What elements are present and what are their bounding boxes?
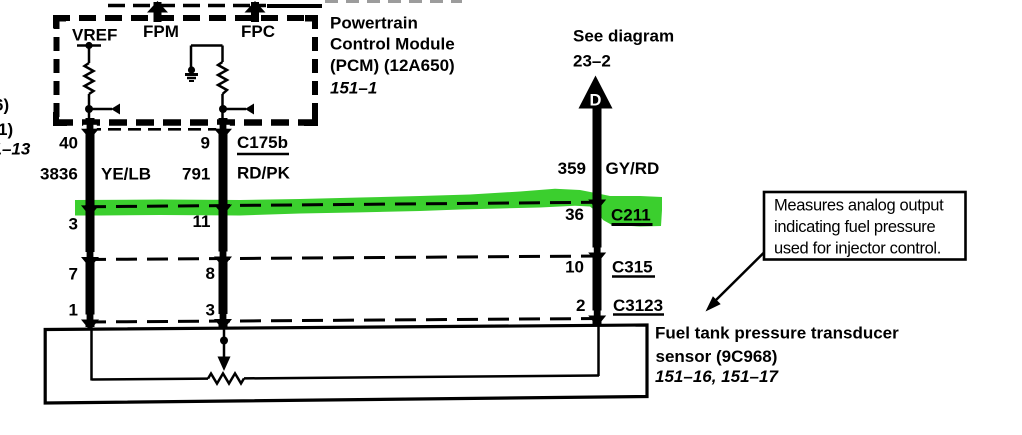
svg-text:40: 40	[59, 134, 78, 153]
svg-text:C211: C211	[611, 206, 651, 225]
svg-text:1): 1)	[0, 120, 13, 139]
svg-text:See diagram: See diagram	[573, 27, 674, 46]
svg-text:Control Module: Control Module	[330, 35, 455, 54]
svg-text:FPM: FPM	[143, 22, 179, 41]
svg-text:VREF: VREF	[72, 26, 117, 45]
svg-text:6): 6)	[0, 96, 9, 115]
svg-text:Fuel tank pressure transducer: Fuel tank pressure transducer	[655, 324, 899, 343]
svg-text:GY/RD: GY/RD	[606, 159, 660, 178]
svg-text:151–16, 151–17: 151–16, 151–17	[655, 367, 779, 386]
svg-text:9: 9	[201, 134, 210, 153]
svg-text:791: 791	[182, 165, 210, 184]
svg-text:C175b: C175b	[237, 133, 288, 152]
svg-text:3: 3	[69, 215, 78, 234]
svg-text:36: 36	[565, 205, 584, 224]
svg-text:7: 7	[69, 265, 78, 284]
svg-text:10: 10	[565, 258, 584, 277]
svg-text:151–1: 151–1	[330, 79, 377, 98]
svg-text:used for injector control.: used for injector control.	[774, 240, 941, 258]
svg-text:1–13: 1–13	[0, 140, 31, 159]
svg-text:8: 8	[206, 264, 215, 283]
svg-text:3: 3	[206, 301, 215, 320]
svg-text:3836: 3836	[40, 165, 78, 184]
svg-text:FPC: FPC	[241, 22, 275, 41]
svg-text:Measures analog output: Measures analog output	[774, 197, 944, 215]
svg-text:D: D	[590, 92, 602, 110]
svg-text:RD/PK: RD/PK	[237, 164, 291, 183]
svg-text:1: 1	[69, 301, 78, 320]
svg-text:C3123: C3123	[613, 296, 663, 315]
svg-text:Powertrain: Powertrain	[330, 14, 418, 33]
svg-text:C315: C315	[612, 258, 653, 277]
svg-text:359: 359	[558, 159, 586, 178]
svg-text:11: 11	[193, 212, 211, 231]
svg-text:indicating fuel pressure: indicating fuel pressure	[774, 218, 935, 236]
svg-text:(PCM) (12A650): (PCM) (12A650)	[330, 56, 455, 75]
svg-text:YE/LB: YE/LB	[101, 165, 151, 184]
svg-text:sensor (9C968): sensor (9C968)	[656, 347, 778, 366]
svg-text:23–2: 23–2	[573, 52, 611, 71]
svg-text:2: 2	[576, 296, 585, 315]
